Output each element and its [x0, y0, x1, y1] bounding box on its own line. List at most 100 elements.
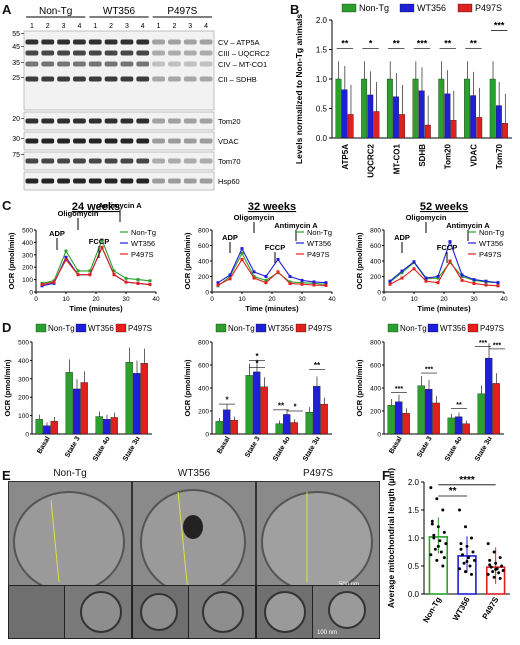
- em-inset-wt356-1: [132, 585, 190, 639]
- y-tick-label: 200: [22, 265, 33, 272]
- series-line-Non-Tg: [389, 261, 499, 284]
- data-point: [288, 281, 292, 285]
- bar-P497S: [260, 386, 268, 435]
- blot-band: [104, 138, 118, 144]
- data-point: [400, 271, 404, 275]
- y-axis-label: OCR (pmol/min): [183, 359, 192, 417]
- x-tick-label: UQCRC2: [367, 143, 376, 177]
- blot-band: [88, 138, 102, 144]
- blot-band: [183, 50, 197, 56]
- blot-band: [183, 178, 197, 184]
- legend-label: P497S: [128, 324, 152, 333]
- data-point: [442, 530, 446, 534]
- bar-WT356: [470, 95, 477, 139]
- blot-band: [136, 158, 150, 164]
- x-tick-label: Tom20: [444, 143, 453, 169]
- data-point: [496, 281, 500, 285]
- annotation-label: ADP: [49, 229, 65, 238]
- data-point: [472, 281, 476, 285]
- y-tick-label: 0: [29, 290, 33, 297]
- annotation-label: Antimycin A: [274, 221, 318, 230]
- blot-band: [183, 118, 197, 124]
- blot-group-label: Non-Tg: [39, 6, 72, 17]
- bar-WT356: [393, 96, 399, 139]
- bar-P497S: [230, 420, 238, 435]
- bar-WT356: [425, 389, 433, 435]
- y-tick-label: 400: [18, 358, 29, 365]
- blot-band: [120, 158, 134, 164]
- blot-mw-marker: 75: [12, 152, 20, 159]
- blot-band: [57, 178, 70, 184]
- data-point: [500, 564, 504, 568]
- data-point: [448, 261, 452, 265]
- data-point: [430, 519, 434, 523]
- data-point: [435, 497, 439, 501]
- y-tick-label: 500: [22, 228, 33, 235]
- blot-band: [120, 39, 134, 45]
- data-point: [494, 561, 498, 565]
- data-point: [424, 279, 428, 283]
- data-point: [88, 269, 92, 273]
- data-point: [492, 550, 496, 554]
- x-tick-label: 40: [500, 296, 508, 303]
- significance-label: **: [341, 38, 349, 48]
- y-tick-label: 100: [22, 277, 33, 284]
- blot-band: [57, 39, 70, 45]
- significance-label: ***: [479, 340, 487, 347]
- bar-P497S: [476, 117, 483, 139]
- y-tick-label: 400: [198, 386, 209, 393]
- legend-swatch: [341, 3, 357, 13]
- ocr-timecourse-panel: 24 weeks 0 100 200 300 400 500 0 10 20 30 40 Time (m…: [0, 198, 520, 323]
- panel-letter-b: B: [290, 2, 300, 17]
- data-point: [460, 273, 464, 277]
- data-point: [40, 283, 44, 287]
- blot-lane-label: 1: [157, 23, 161, 30]
- annotation-label: FCCP: [265, 243, 285, 252]
- legend-swatch: [399, 3, 415, 13]
- x-tick-label: 20: [92, 296, 100, 303]
- data-point: [436, 544, 440, 548]
- x-tick-label: State 3u: [122, 436, 142, 463]
- data-point: [461, 553, 464, 557]
- data-point: [112, 273, 116, 277]
- y-tick-label: 500: [18, 340, 29, 347]
- blot-band: [152, 138, 165, 144]
- y-tick-label: 200: [18, 395, 29, 402]
- data-point: [441, 564, 445, 568]
- significance-label: **: [444, 38, 452, 48]
- data-point: [497, 571, 501, 575]
- x-tick-label: State 3u: [474, 436, 494, 463]
- bar-Non-Tg: [417, 385, 425, 435]
- panel-letter-c: C: [2, 198, 12, 213]
- bar-WT356: [485, 357, 493, 435]
- x-tick-label: 30: [298, 296, 306, 303]
- blot-band: [183, 158, 197, 164]
- blot-band: [57, 50, 70, 56]
- legend-swatch: [387, 323, 399, 333]
- data-point: [228, 275, 232, 278]
- legend-label: WT356: [417, 3, 446, 13]
- blot-band: [136, 39, 150, 45]
- y-axis-label: OCR (pmol/min): [355, 359, 364, 417]
- data-point: [412, 260, 416, 264]
- mito-length-svg: 0.0 0.5 1.0 1.5 2.0 Average mitochondrial len…: [386, 468, 510, 624]
- data-point: [312, 283, 316, 287]
- y-tick-label: 400: [370, 259, 381, 266]
- blot-band: [168, 76, 181, 82]
- significance-label: *: [255, 359, 259, 368]
- bar-Non-Tg: [412, 78, 419, 139]
- blot-band: [168, 158, 181, 164]
- legend-label: WT356: [440, 324, 466, 333]
- x-tick-label: 0: [382, 296, 386, 303]
- y-tick-label: 0: [377, 290, 381, 297]
- bar-Non-Tg: [245, 375, 253, 435]
- blot-band-label: CIV – MT-CO1: [218, 60, 267, 69]
- blot-band-label: Hsp60: [218, 177, 240, 186]
- blot-membrane: [23, 171, 215, 191]
- bar-P497S: [492, 383, 500, 435]
- legend-label: Non-Tg: [400, 324, 427, 333]
- bar-WT356: [495, 105, 502, 139]
- data-point: [436, 276, 440, 280]
- x-tick-label: 30: [470, 296, 478, 303]
